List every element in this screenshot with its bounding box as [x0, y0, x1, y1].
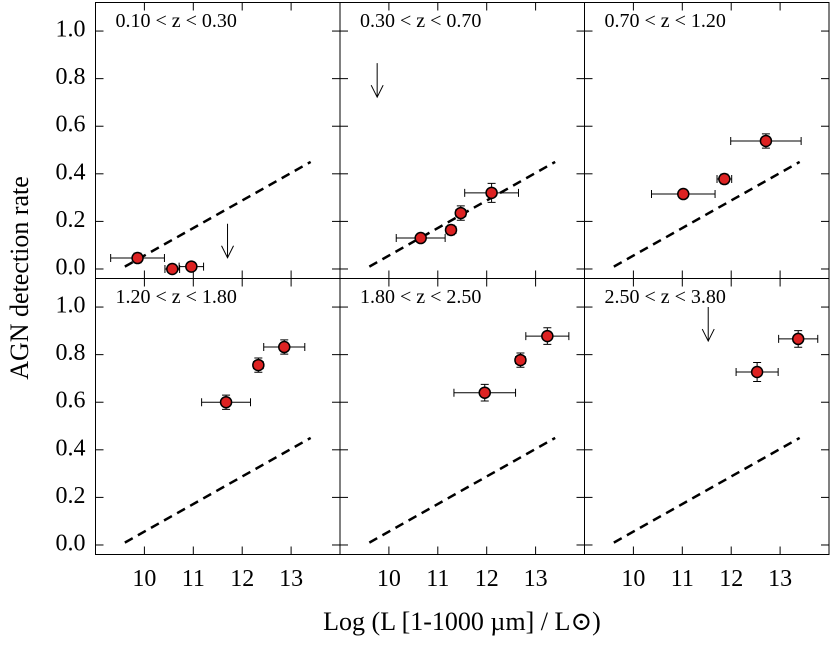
y-tick-label: 1.0 [56, 293, 86, 319]
upper-limit-arrow [221, 223, 234, 259]
x-tick-label: 11 [182, 566, 205, 592]
panel-frame [584, 278, 830, 555]
x-tick-label: 12 [719, 566, 743, 592]
x-tick-label: 13 [279, 566, 303, 592]
y-axis-label: AGN detection rate [5, 176, 34, 380]
x-axis-label: Log (L [1-1000 µm] / L⊙) [323, 607, 601, 636]
data-point [185, 260, 198, 273]
x-tick-label: 10 [377, 566, 401, 592]
x-tick-label: 10 [132, 566, 156, 592]
data-point [478, 386, 491, 399]
reference-line [613, 160, 801, 268]
panel-title: 1.20 < z < 1.80 [116, 286, 237, 308]
data-point [252, 358, 265, 372]
x-tick-label: 11 [426, 566, 449, 592]
data-point [278, 340, 291, 354]
reference-line [124, 436, 312, 544]
y-tick-label: 0.8 [56, 64, 86, 90]
y-tick-label: 0.2 [56, 207, 86, 233]
y-tick-label: 0.0 [56, 530, 86, 556]
y-tick-label: 0.8 [56, 340, 86, 366]
panel-frame [95, 2, 341, 279]
data-point [541, 329, 554, 343]
reference-line [613, 436, 801, 544]
data-point [166, 262, 179, 276]
panel-frame [339, 278, 585, 555]
data-point [219, 395, 233, 409]
upper-limit-arrow [701, 307, 715, 343]
reference-line [368, 436, 556, 544]
reference-line [124, 160, 312, 268]
y-tick-label: 0.4 [56, 159, 86, 185]
y-tick-label: 0.6 [56, 112, 86, 138]
x-tick-label: 11 [671, 566, 694, 592]
data-point [759, 134, 773, 148]
y-tick-label: 1.0 [56, 17, 86, 43]
data-point [677, 187, 690, 201]
x-tick-label: 12 [475, 566, 499, 592]
x-tick-label: 12 [230, 566, 254, 592]
upper-limit-arrow [370, 63, 384, 99]
panel-frame [339, 2, 585, 279]
panel-title: 2.50 < z < 3.80 [605, 286, 726, 308]
y-tick-label: 0.6 [56, 388, 86, 414]
y-tick-label: 0.4 [56, 435, 86, 461]
data-point [414, 231, 427, 245]
y-tick-label: 0.2 [56, 483, 86, 509]
x-tick-label: 13 [768, 566, 792, 592]
data-point [514, 353, 527, 367]
data-point [444, 223, 458, 237]
y-tick-label: 0.0 [56, 254, 86, 280]
data-point [485, 186, 498, 200]
panel-title: 0.70 < z < 1.20 [605, 10, 726, 32]
data-point [454, 206, 468, 220]
panel-frame [95, 278, 341, 555]
data-point [131, 251, 144, 265]
x-tick-label: 10 [621, 566, 645, 592]
panel-title: 0.10 < z < 0.30 [116, 10, 237, 32]
panel-title: 0.30 < z < 0.70 [360, 10, 481, 32]
data-point [791, 332, 805, 346]
x-tick-label: 13 [524, 566, 548, 592]
data-point [750, 365, 764, 379]
panel-title: 1.80 < z < 2.50 [360, 286, 481, 308]
data-point [718, 172, 731, 186]
